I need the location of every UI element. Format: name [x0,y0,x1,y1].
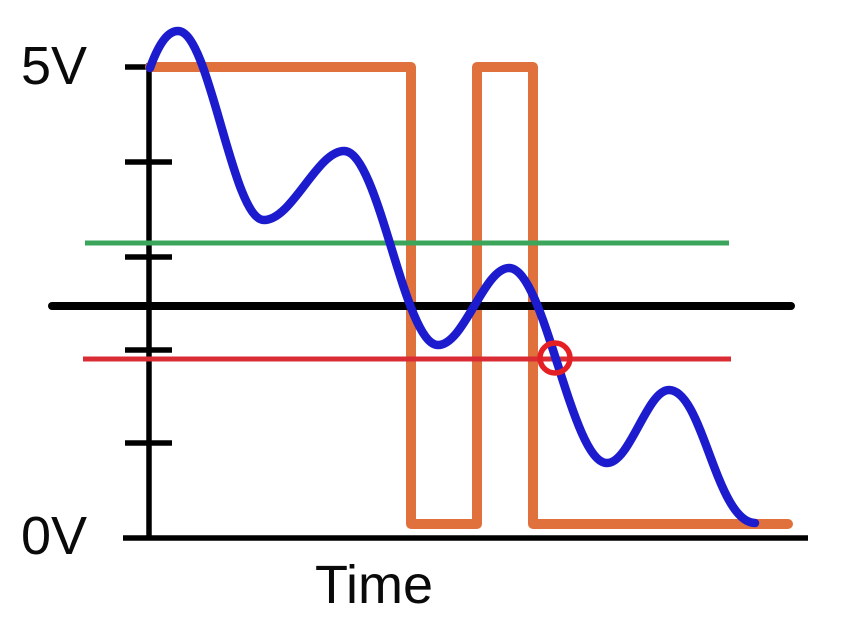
y-axis-ticks [125,64,172,446]
digital-output-wave [145,62,793,529]
threshold-crossing-marker-circle [537,340,573,376]
y-axis-label-0v: 0V [21,506,88,566]
x-axis-label-time: Time [315,555,433,615]
analog-signal-curve [145,26,760,528]
y-axis-label-5v: 5V [21,36,88,96]
axes [123,63,808,541]
